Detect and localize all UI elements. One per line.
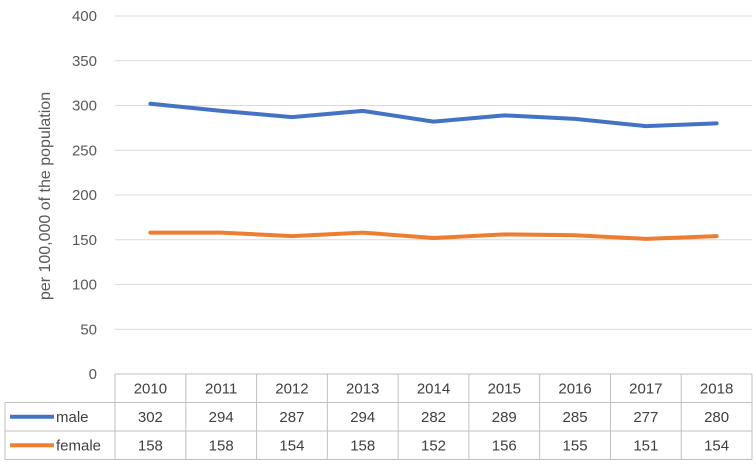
data-label: 289 [492, 409, 517, 426]
x-tick-label: 2014 [417, 380, 450, 397]
x-tick-label: 2013 [346, 380, 379, 397]
data-table: 2010 2011 2012 2013 2014 2015 2016 2017 2018 male… [4, 373, 753, 460]
series-line-male [148, 101, 719, 129]
data-label: 294 [350, 409, 375, 426]
data-label: 302 [138, 409, 163, 426]
y-tick-label: 400 [72, 8, 97, 25]
data-label: 294 [209, 409, 234, 426]
data-label: 158 [138, 437, 163, 454]
series-lines [148, 101, 719, 241]
x-tick-label: 2018 [700, 380, 733, 397]
data-label: 155 [563, 437, 588, 454]
data-label: 151 [633, 437, 658, 454]
legend-label: female [56, 437, 101, 454]
y-tick-label: 50 [80, 321, 97, 338]
legend-label: male [56, 409, 89, 426]
x-tick-label: 2010 [134, 380, 167, 397]
y-tick-label: 200 [72, 187, 97, 204]
y-axis-ticks: 0 50 100 150 200 250 300 350 400 [72, 8, 97, 383]
data-label: 280 [704, 409, 729, 426]
x-tick-label: 2011 [205, 380, 237, 397]
data-label: 154 [279, 437, 304, 454]
x-tick-label: 2016 [558, 380, 591, 397]
y-tick-label: 350 [72, 53, 97, 70]
data-label: 282 [421, 409, 446, 426]
data-label: 154 [704, 437, 729, 454]
x-tick-label: 2017 [629, 380, 662, 397]
x-tick-label: 2015 [488, 380, 521, 397]
gridlines [115, 15, 752, 330]
series-line-female [148, 230, 719, 241]
y-tick-label: 100 [72, 277, 97, 294]
data-label: 277 [633, 409, 658, 426]
data-label: 287 [279, 409, 304, 426]
data-label: 152 [421, 437, 446, 454]
y-tick-label: 250 [72, 142, 97, 159]
data-label: 156 [492, 437, 517, 454]
y-tick-label: 0 [89, 366, 97, 383]
x-tick-label: 2012 [275, 380, 308, 397]
data-label: 158 [350, 437, 375, 454]
y-axis-label: per 100,000 of the population [37, 92, 54, 300]
y-tick-label: 300 [72, 98, 97, 115]
y-tick-label: 150 [72, 232, 97, 249]
data-label: 285 [563, 409, 588, 426]
data-label: 158 [209, 437, 234, 454]
